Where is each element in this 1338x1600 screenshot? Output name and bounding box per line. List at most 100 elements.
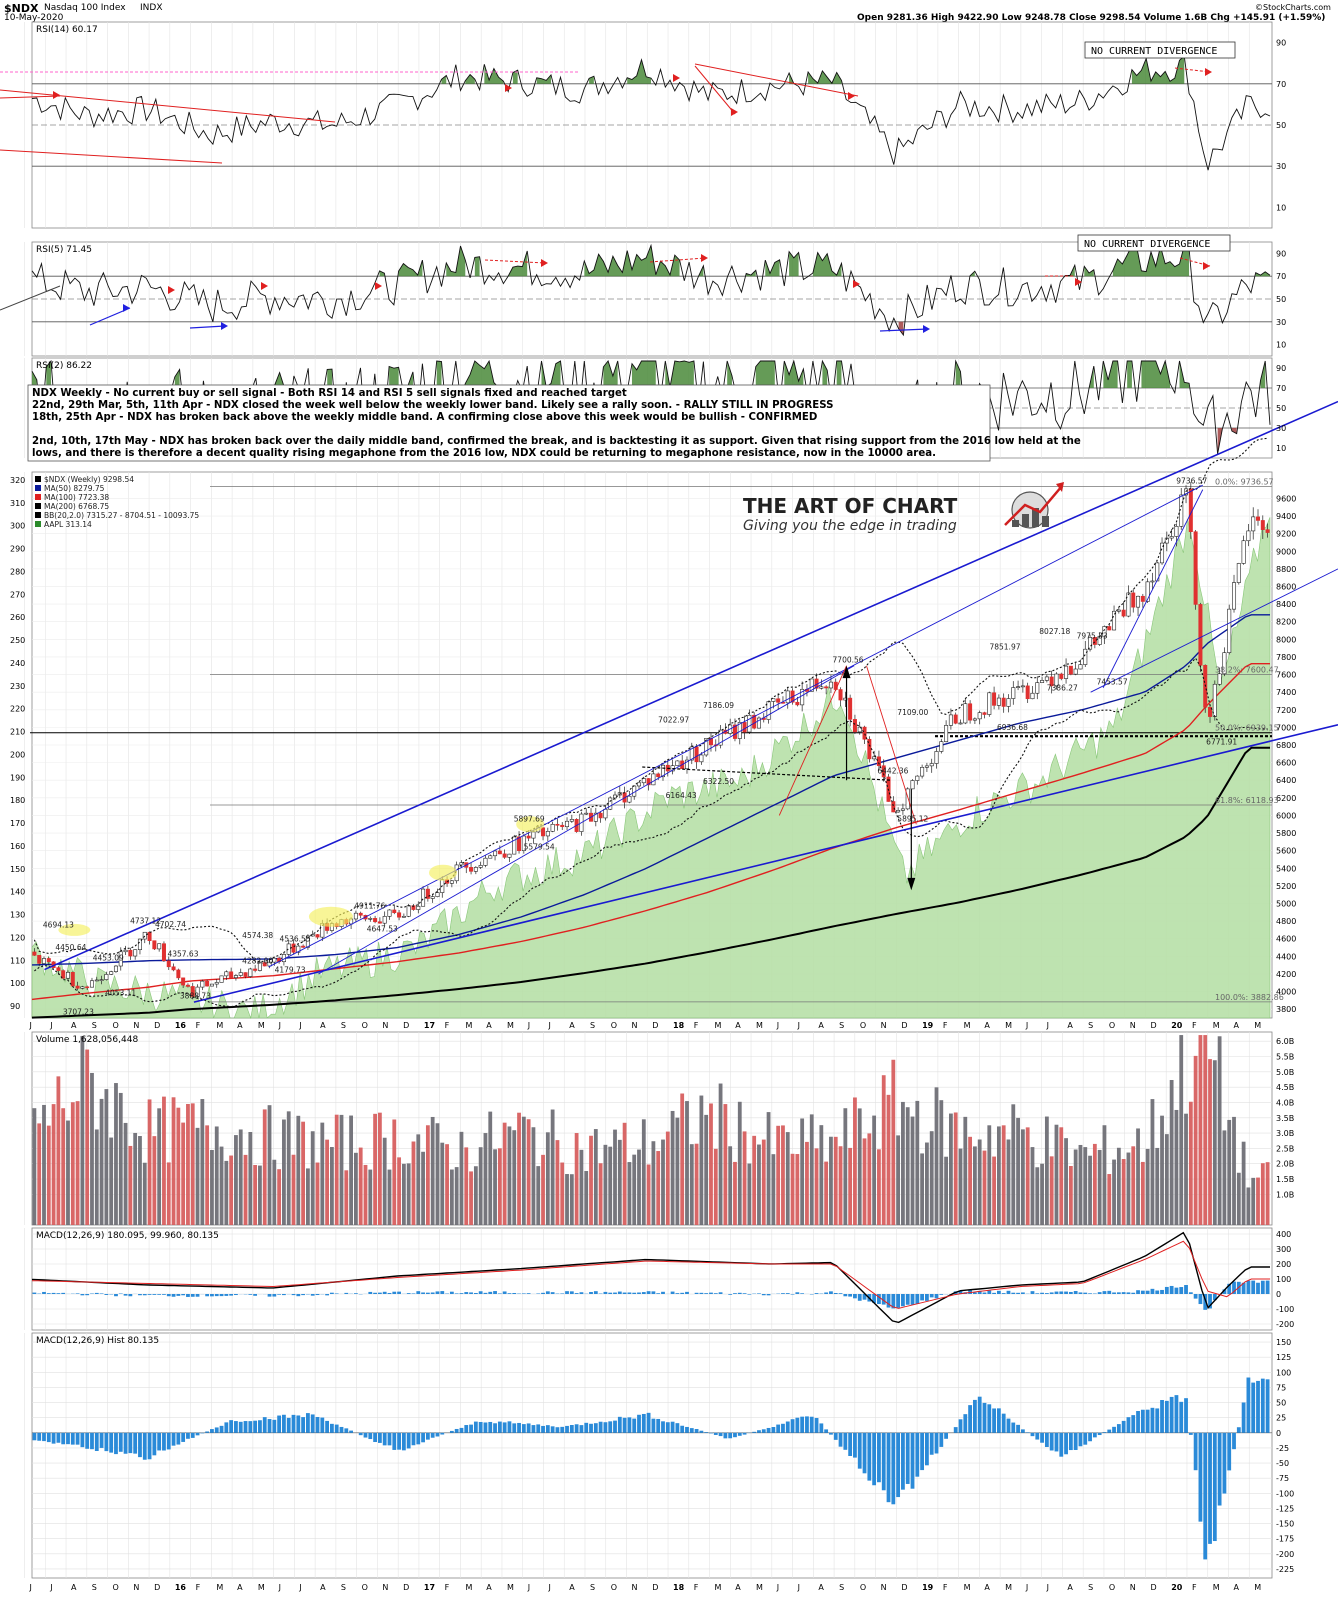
- histogram-bar: [109, 1432, 114, 1453]
- candle-body: [747, 714, 752, 733]
- histogram-bar: [545, 1425, 550, 1433]
- candle-body: [838, 689, 843, 701]
- macd-hist-bar: [675, 1293, 680, 1294]
- legend-swatch: [35, 485, 41, 491]
- histogram-bar: [152, 1432, 157, 1456]
- macd-hist-bar: [718, 1292, 723, 1294]
- candle-body: [109, 971, 114, 975]
- volume-bar: [920, 1153, 925, 1225]
- volume-bar: [166, 1162, 171, 1225]
- volume-bar: [1256, 1177, 1260, 1225]
- candle-body: [478, 865, 483, 868]
- rsi14-extreme-fill: [484, 64, 504, 84]
- macd-hist-bar: [603, 1291, 608, 1294]
- candle-body: [1083, 648, 1088, 665]
- rsi5-blue-arrow-icon: [221, 322, 228, 330]
- price-annotation: 6771.91: [1206, 738, 1237, 747]
- histogram-bar: [1035, 1432, 1040, 1440]
- bollinger-band-line: [33, 437, 1268, 963]
- volume-bar: [37, 1123, 42, 1225]
- macd-hist-bar: [1001, 1293, 1006, 1294]
- rsi5-divergence-label: NO CURRENT DIVERGENCE: [1084, 239, 1210, 250]
- volume-bar: [613, 1129, 617, 1225]
- macd-hist-bar: [761, 1294, 766, 1296]
- volume-bar: [771, 1154, 776, 1225]
- volume-bar: [565, 1174, 569, 1225]
- bottom-month-label: N: [1130, 1583, 1136, 1592]
- volume-bar: [104, 1089, 109, 1225]
- volume-bar: [421, 1151, 425, 1225]
- macd-hist-bar: [1011, 1292, 1016, 1294]
- volume-bar: [963, 1116, 968, 1225]
- candle-body: [982, 712, 987, 715]
- volume-bar: [526, 1119, 531, 1225]
- volume-bar: [733, 1161, 737, 1225]
- histogram-bar: [85, 1432, 90, 1449]
- histogram-bar: [440, 1432, 445, 1435]
- macd-hist-bar: [613, 1292, 617, 1294]
- histogram-bar: [1174, 1395, 1179, 1433]
- rsi5-line: [31, 243, 1271, 337]
- macd-hist-bar: [483, 1292, 488, 1294]
- histogram-bar: [1208, 1432, 1212, 1544]
- histogram-bar: [694, 1428, 699, 1433]
- histogram-bar: [483, 1422, 488, 1433]
- histogram-bar: [473, 1421, 478, 1433]
- volume-bar: [661, 1139, 665, 1225]
- stockcharts-brand[interactable]: ©StockCharts.com: [1255, 3, 1331, 12]
- rsi5-extreme-fill: [1065, 265, 1075, 277]
- histogram-bar: [286, 1417, 291, 1433]
- volume-bar: [996, 1126, 1001, 1225]
- histogram-bar: [915, 1432, 920, 1477]
- volume-bar: [747, 1163, 752, 1225]
- candle-body: [1222, 652, 1227, 675]
- volume-bar: [593, 1129, 598, 1225]
- candle-body: [262, 962, 267, 967]
- macd-hist-bar: [790, 1294, 795, 1295]
- volume-bar: [800, 1118, 805, 1225]
- candle-body: [1208, 706, 1213, 717]
- price-tick-label: 5600: [1276, 847, 1296, 856]
- macd-hist-bar: [224, 1294, 229, 1296]
- legend-bb: BB(20,2.0) 7315.27 - 8704.51 - 10093.75: [44, 511, 199, 520]
- rsi14-divergence-label: NO CURRENT DIVERGENCE: [1091, 46, 1217, 57]
- histogram-bar: [593, 1423, 598, 1433]
- price-tick-label: 5000: [1276, 900, 1296, 909]
- histogram-bar: [661, 1421, 665, 1433]
- candle-body: [1064, 665, 1069, 679]
- volume-bar: [1160, 1115, 1164, 1225]
- histogram-bar: [665, 1422, 670, 1433]
- histogram-bar: [627, 1417, 632, 1433]
- volume-bar: [262, 1109, 267, 1225]
- macd-hist-tick-label: -225: [1276, 1565, 1294, 1574]
- volume-bar: [704, 1114, 709, 1225]
- histogram-bar: [454, 1428, 459, 1433]
- volume-bar: [1227, 1119, 1232, 1225]
- volume-bar: [258, 1165, 262, 1225]
- histogram-bar: [219, 1425, 224, 1433]
- candle-body: [459, 862, 464, 866]
- macd-hist-bar: [291, 1294, 296, 1296]
- histogram-bar: [382, 1432, 387, 1446]
- volume-bar: [1212, 1060, 1217, 1225]
- histogram-bar: [277, 1415, 282, 1433]
- volume-bar: [1232, 1116, 1236, 1225]
- histogram-bar: [613, 1420, 617, 1433]
- candle-body: [1227, 608, 1232, 653]
- volume-bar: [574, 1133, 579, 1225]
- histogram-bar: [560, 1426, 565, 1433]
- price-tick-label: 6000: [1276, 811, 1296, 820]
- macd-hist-bar: [330, 1292, 334, 1294]
- divergence-arrow-icon: [261, 282, 268, 290]
- price-month-label: 19: [922, 1021, 934, 1030]
- macd-hist-bar: [1160, 1289, 1164, 1294]
- histogram-bar: [258, 1420, 262, 1433]
- price-annotation: 5897.69: [514, 815, 545, 824]
- candle-body: [944, 725, 949, 742]
- price-tick-label: 8200: [1276, 618, 1296, 627]
- candle-body: [406, 905, 411, 917]
- rsi5-extreme-fill: [1112, 245, 1190, 277]
- macd-hist-bar: [713, 1293, 718, 1294]
- candle-body: [1116, 609, 1121, 612]
